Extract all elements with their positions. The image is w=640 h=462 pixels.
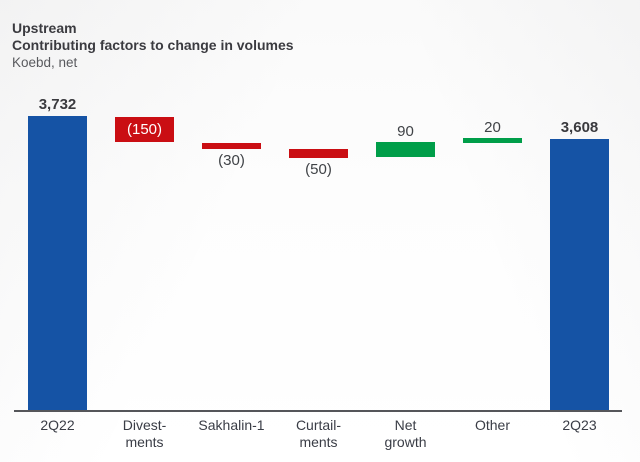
chart-header: Upstream Contributing factors to change …	[12, 20, 294, 71]
tick-label-divestments: Divest- ments	[122, 417, 167, 450]
value-label-2q23: 3,608	[560, 119, 599, 136]
tick-label-net-growth: Net growth	[384, 417, 427, 450]
bar-other	[463, 138, 522, 143]
chart-subtitle: Contributing factors to change in volume…	[12, 37, 294, 53]
chart-title: Upstream	[12, 20, 77, 36]
bar-divestments: (150)	[115, 117, 174, 142]
tick-label-curtailments: Curtail- ments	[295, 417, 342, 450]
bar-net-growth	[376, 142, 435, 157]
bar-2q23	[550, 139, 609, 411]
tick-label-sakhalin-1: Sakhalin-1	[198, 417, 265, 433]
chart-units-label: Koebd, net	[12, 55, 78, 70]
value-label-other: 20	[484, 119, 501, 136]
tick-label-other: Other	[474, 417, 510, 433]
x-axis-line	[14, 410, 622, 412]
bar-2q22	[28, 116, 87, 411]
value-label-2q22: 3,732	[38, 96, 77, 113]
bar-sakhalin-1	[202, 143, 261, 149]
value-label-sakhalin-1: (30)	[218, 152, 245, 169]
tick-label-2q23: 2Q23	[562, 417, 597, 433]
value-label-net-growth: 90	[397, 123, 414, 140]
tick-label-2q22: 2Q22	[40, 417, 75, 433]
value-label-curtailments: (50)	[305, 161, 332, 178]
bar-curtailments	[289, 149, 348, 158]
